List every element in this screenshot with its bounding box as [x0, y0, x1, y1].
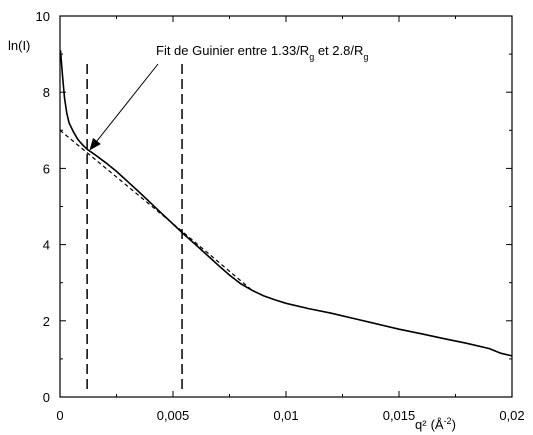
axis-ticks	[59, 15, 513, 398]
y-tick-label: 2	[43, 314, 50, 329]
x-axis-label: q² (Å-2)	[415, 416, 456, 432]
plot-frame	[59, 15, 513, 398]
y-tick-label: 10	[36, 9, 50, 24]
x-tick-label: 0,01	[273, 408, 298, 423]
y-tick-label: 6	[43, 161, 50, 176]
x-tick-label: 0,005	[157, 408, 190, 423]
y-tick-label: 8	[43, 85, 50, 100]
x-tick-label: 0	[56, 408, 63, 423]
y-tick-label: 0	[43, 390, 50, 405]
guinier-fit-line	[59, 129, 253, 291]
annotation-arrow	[89, 63, 159, 151]
y-tick-label: 4	[43, 238, 50, 253]
y-tick-labels: 0 2 4 6 8 10	[36, 9, 50, 405]
guinier-range-lines	[86, 64, 183, 391]
annotation-label: Fit de Guinier entre 1.33/Rg et 2.8/Rg	[156, 43, 368, 62]
y-axis-label: ln(I)	[8, 38, 30, 53]
x-tick-label: 0,015	[383, 408, 416, 423]
series-group	[59, 50, 513, 357]
x-tick-labels: 0 0,005 0,01 0,015 0,02	[56, 408, 524, 423]
x-tick-label: 0,02	[499, 408, 524, 423]
scattering-curve	[59, 50, 513, 357]
